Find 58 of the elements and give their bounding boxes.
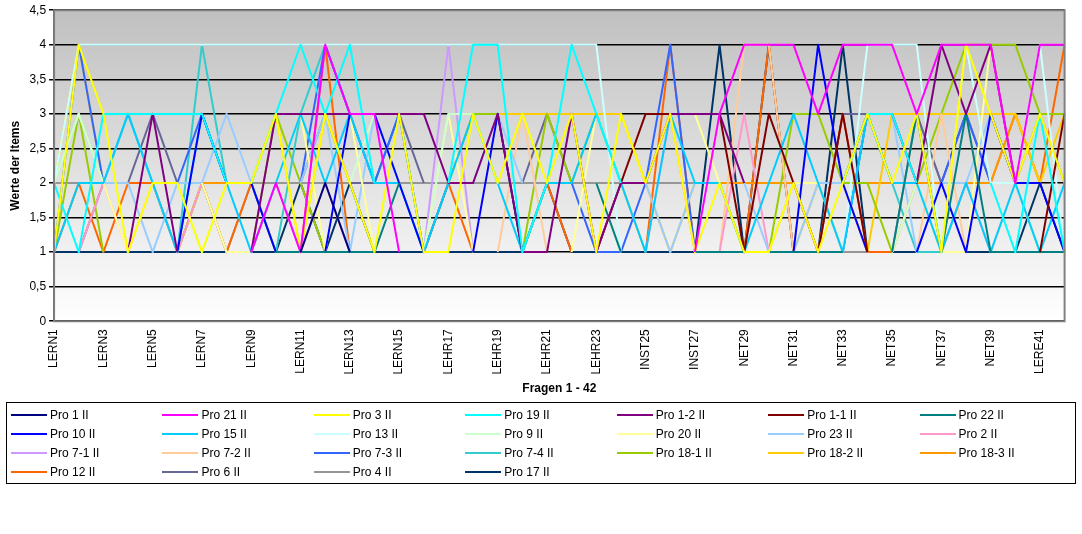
legend-label: Pro 7-4 II (504, 445, 554, 460)
x-tick-label: LERN9 (243, 328, 258, 368)
legend-label: Pro 9 II (504, 426, 543, 441)
y-tick-label: 3 (39, 106, 47, 121)
x-tick-label: LERE41 (1032, 328, 1047, 374)
x-tick-label: NET31 (785, 328, 800, 367)
x-tick-label: LERN5 (144, 328, 159, 368)
legend-label: Pro 20 II (655, 426, 702, 441)
x-tick-label: NET35 (884, 328, 899, 367)
legend-label: Pro 12 II (50, 464, 96, 479)
legend-label: Pro 23 II (807, 426, 853, 441)
y-tick-label: 2,5 (29, 140, 47, 155)
x-tick-label: INST25 (637, 328, 652, 370)
x-tick-label: NET33 (835, 328, 850, 367)
legend-label: Pro 7-3 II (352, 445, 403, 460)
legend-label: Pro 7-1 II (50, 445, 100, 460)
y-tick-label: 3,5 (29, 71, 47, 86)
legend-label: Pro 1-2 II (655, 407, 706, 422)
legend-label: Pro 13 II (352, 426, 399, 441)
x-tick-label: LEHR19 (490, 328, 505, 375)
legend-label: Pro 10 II (50, 426, 96, 441)
x-tick-label: LEHR17 (440, 328, 455, 375)
x-tick-label: LERN15 (391, 328, 406, 375)
y-tick-label: 1 (39, 244, 47, 259)
x-tick-label: LEHR23 (588, 328, 603, 375)
y-tick-label: 0,5 (29, 278, 47, 293)
x-tick-label: LERN1 (46, 328, 61, 368)
legend-label: Pro 6 II (201, 464, 241, 479)
y-tick-label: 2 (39, 175, 47, 190)
y-tick-label: 1,5 (29, 209, 47, 224)
x-axis-title: Fragen 1 - 42 (522, 381, 597, 396)
x-tick-label: LERN11 (292, 328, 307, 374)
x-tick-label: NET37 (933, 328, 948, 367)
legend-label: Pro 18-3 II (958, 445, 1015, 460)
x-tick-label: LEHR21 (539, 328, 554, 375)
legend-label: Pro 17 II (504, 464, 550, 479)
legend-label: Pro 3 II (352, 407, 392, 422)
legend-label: Pro 22 II (958, 407, 1004, 422)
y-tick-label: 4,5 (29, 2, 47, 17)
legend-label: Pro 19 II (504, 407, 550, 422)
legend-label: Pro 18-1 II (655, 445, 712, 460)
legend-label: Pro 15 II (201, 426, 247, 441)
legend-label: Pro 18-2 II (807, 445, 864, 460)
legend-label: Pro 1-1 II (807, 407, 857, 422)
x-tick-label: NET29 (736, 328, 751, 367)
x-tick-label: LERN13 (342, 328, 357, 375)
x-tick-label: INST27 (687, 328, 702, 370)
legend-label: Pro 21 II (201, 407, 247, 422)
y-tick-label: 4 (39, 37, 47, 52)
x-tick-label: LERN7 (194, 328, 209, 368)
legend-label: Pro 2 II (958, 426, 998, 441)
legend-label: Pro 7-2 II (201, 445, 251, 460)
y-tick-label: 0 (39, 313, 47, 328)
legend-label: Pro 1 II (50, 407, 89, 422)
x-tick-label: LERN3 (95, 328, 110, 368)
x-tick-label: NET39 (982, 328, 997, 367)
y-axis-title: Werte der Items (7, 120, 22, 211)
legend-label: Pro 4 II (352, 464, 392, 479)
